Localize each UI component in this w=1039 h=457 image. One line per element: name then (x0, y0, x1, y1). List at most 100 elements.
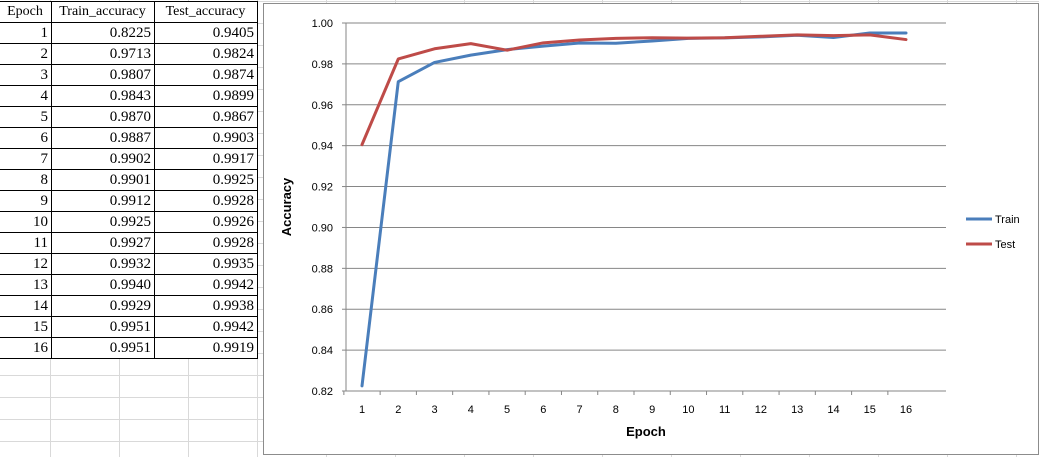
cell-test-accuracy[interactable]: 0.9926 (154, 211, 258, 233)
cell-test-accuracy[interactable]: 0.9919 (154, 337, 258, 359)
table-row: 15 0.9951 0.9942 (0, 316, 258, 338)
cell-epoch[interactable]: 11 (0, 232, 52, 254)
table-row: 4 0.9843 0.9899 (0, 85, 258, 107)
cell-test-accuracy[interactable]: 0.9903 (154, 127, 258, 149)
cell-train-accuracy[interactable]: 0.9929 (51, 295, 155, 317)
series-line-test[interactable] (360, 33, 908, 147)
cell-test-accuracy[interactable]: 0.9405 (154, 22, 258, 44)
cell-train-accuracy[interactable]: 0.9902 (51, 148, 155, 170)
chart-canvas: 0.82 0.84 0.86 0.88 0.90 0.92 0.94 0.96 0.98 1.00… (279, 18, 1020, 439)
cell-train-accuracy[interactable]: 0.9925 (51, 211, 155, 233)
cell-test-accuracy[interactable]: 0.9928 (154, 190, 258, 212)
table-row: 1 0.8225 0.9405 (0, 22, 258, 44)
cell-test-accuracy[interactable]: 0.9899 (154, 85, 258, 107)
cell-test-accuracy[interactable]: 0.9938 (154, 295, 258, 317)
cell-test-accuracy[interactable]: 0.9942 (154, 316, 258, 338)
axes: 0.82 0.84 0.86 0.88 0.90 0.92 0.94 0.96 0.98 1.00… (312, 18, 946, 416)
x-tick-label: 4 (468, 404, 474, 416)
cell-train-accuracy[interactable]: 0.9843 (51, 85, 155, 107)
cell-train-accuracy[interactable]: 0.8225 (51, 22, 155, 44)
table-row: 5 0.9870 0.9867 (0, 106, 258, 128)
x-tick-label: 7 (577, 404, 583, 416)
legend[interactable]: Train Test (966, 214, 1020, 251)
cell-test-accuracy[interactable]: 0.9942 (154, 274, 258, 296)
cell-train-accuracy[interactable]: 0.9951 (51, 337, 155, 359)
cell-epoch[interactable]: 1 (0, 22, 52, 44)
cell-train-accuracy[interactable]: 0.9887 (51, 127, 155, 149)
table-row: 7 0.9902 0.9917 (0, 148, 258, 170)
x-tick-label: 6 (540, 404, 546, 416)
x-tick-label: 2 (395, 404, 401, 416)
x-tick-label: 1 (359, 404, 365, 416)
x-tick-label: 3 (431, 404, 437, 416)
series-lines (360, 31, 908, 388)
x-tick-label: 5 (504, 404, 510, 416)
table-row: 12 0.9932 0.9935 (0, 253, 258, 275)
x-tick-label: 10 (682, 404, 694, 416)
table-header-row: Epoch Train_accuracy Test_accuracy (0, 1, 258, 23)
cell-epoch[interactable]: 4 (0, 85, 52, 107)
y-axis-title: Accuracy (279, 177, 294, 236)
cell-train-accuracy[interactable]: 0.9940 (51, 274, 155, 296)
y-tick-label: 1.00 (312, 18, 333, 30)
x-tick-label: 15 (864, 404, 876, 416)
cell-epoch[interactable]: 8 (0, 169, 52, 191)
cell-test-accuracy[interactable]: 0.9928 (154, 232, 258, 254)
line-chart[interactable]: 0.82 0.84 0.86 0.88 0.90 0.92 0.94 0.96 0.98 1.00… (263, 3, 1039, 455)
cell-train-accuracy[interactable]: 0.9807 (51, 64, 155, 86)
cell-epoch[interactable]: 13 (0, 274, 52, 296)
y-tick-label: 0.92 (312, 182, 333, 194)
x-tick-label: 11 (719, 404, 730, 416)
cell-epoch[interactable]: 12 (0, 253, 52, 275)
header-test-accuracy[interactable]: Test_accuracy (154, 1, 258, 23)
x-tick-label: 13 (791, 404, 803, 416)
y-tick-label: 0.96 (312, 100, 333, 112)
cell-test-accuracy[interactable]: 0.9874 (154, 64, 258, 86)
x-tick-label: 8 (613, 404, 619, 416)
table-row: 14 0.9929 0.9938 (0, 295, 258, 317)
table-row: 9 0.9912 0.9928 (0, 190, 258, 212)
x-tick-label: 14 (827, 404, 839, 416)
data-table: Epoch Train_accuracy Test_accuracy 1 0.82… (0, 1, 258, 359)
table-row: 2 0.9713 0.9824 (0, 43, 258, 65)
x-tick-label: 9 (649, 404, 655, 416)
cell-test-accuracy[interactable]: 0.9925 (154, 169, 258, 191)
gridlines (346, 22, 946, 351)
cell-epoch[interactable]: 15 (0, 316, 52, 338)
cell-epoch[interactable]: 2 (0, 43, 52, 65)
cell-epoch[interactable]: 9 (0, 190, 52, 212)
table-row: 10 0.9925 0.9926 (0, 211, 258, 233)
cell-test-accuracy[interactable]: 0.9867 (154, 106, 258, 128)
cell-train-accuracy[interactable]: 0.9951 (51, 316, 155, 338)
table-row: 11 0.9927 0.9928 (0, 232, 258, 254)
cell-epoch[interactable]: 16 (0, 337, 52, 359)
cell-test-accuracy[interactable]: 0.9935 (154, 253, 258, 275)
series-line-train[interactable] (360, 31, 908, 388)
cell-train-accuracy[interactable]: 0.9901 (51, 169, 155, 191)
cell-train-accuracy[interactable]: 0.9870 (51, 106, 155, 128)
cell-train-accuracy[interactable]: 0.9912 (51, 190, 155, 212)
table-row: 13 0.9940 0.9942 (0, 274, 258, 296)
table-row: 6 0.9887 0.9903 (0, 127, 258, 149)
x-tick-label: 16 (900, 404, 912, 416)
table-row: 3 0.9807 0.9874 (0, 64, 258, 86)
cell-epoch[interactable]: 5 (0, 106, 52, 128)
x-tick-label: 12 (755, 404, 767, 416)
cell-test-accuracy[interactable]: 0.9824 (154, 43, 258, 65)
cell-test-accuracy[interactable]: 0.9917 (154, 148, 258, 170)
cell-epoch[interactable]: 6 (0, 127, 52, 149)
y-tick-label: 0.86 (312, 304, 333, 316)
cell-epoch[interactable]: 3 (0, 64, 52, 86)
cell-epoch[interactable]: 10 (0, 211, 52, 233)
cell-train-accuracy[interactable]: 0.9932 (51, 253, 155, 275)
y-tick-label: 0.84 (312, 345, 333, 357)
cell-epoch[interactable]: 14 (0, 295, 52, 317)
x-axis-title: Epoch (626, 424, 666, 439)
cell-train-accuracy[interactable]: 0.9713 (51, 43, 155, 65)
header-train-accuracy[interactable]: Train_accuracy (51, 1, 155, 23)
y-tick-label: 0.98 (312, 59, 333, 71)
cell-epoch[interactable]: 7 (0, 148, 52, 170)
header-epoch[interactable]: Epoch (0, 1, 52, 23)
table-row: 16 0.9951 0.9919 (0, 337, 258, 359)
cell-train-accuracy[interactable]: 0.9927 (51, 232, 155, 254)
